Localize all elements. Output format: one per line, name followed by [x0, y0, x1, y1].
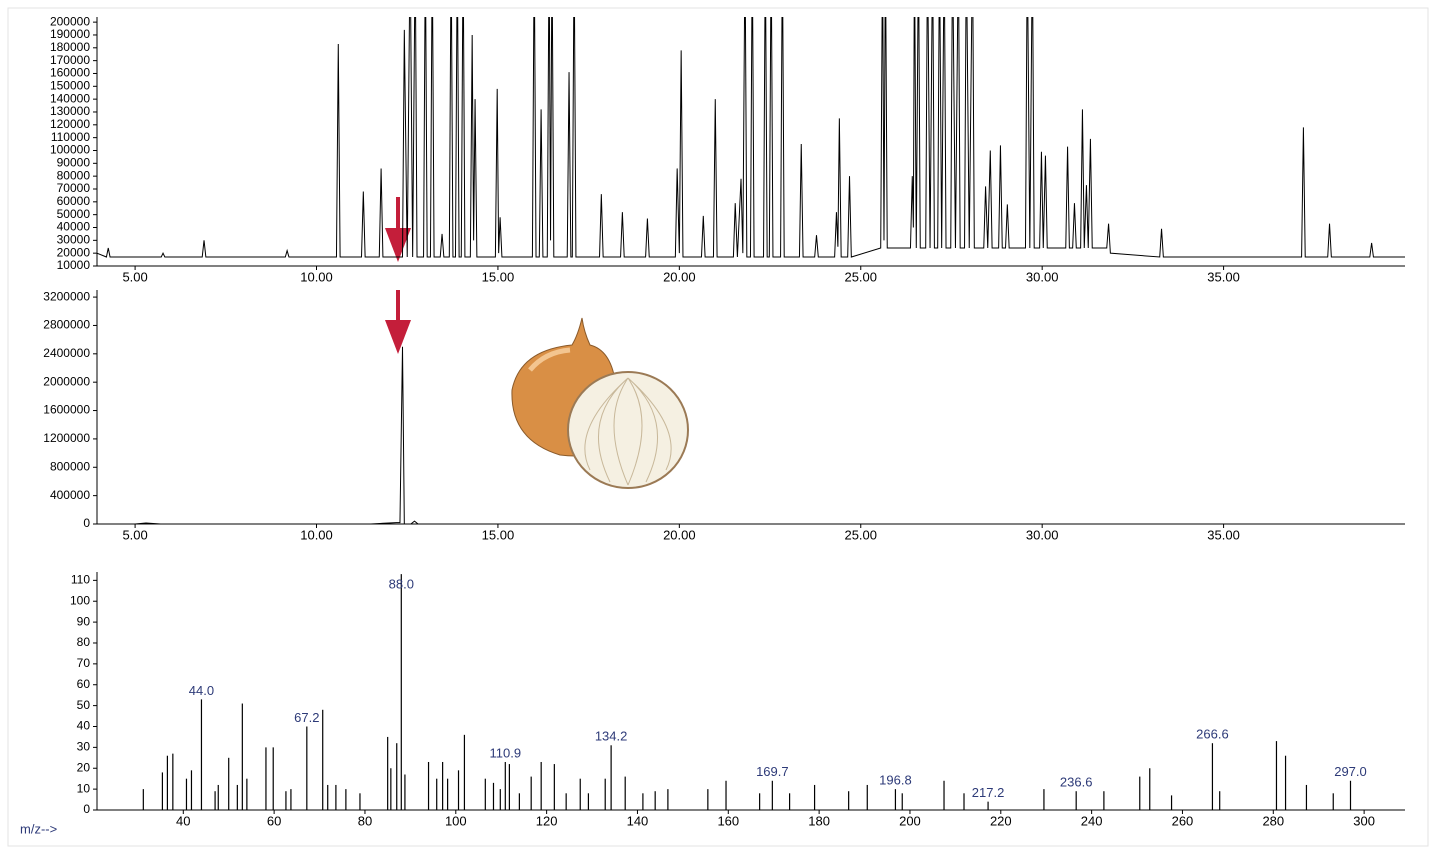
y-tick-label: 50000 [57, 207, 91, 221]
y-tick-label: 0 [83, 802, 90, 816]
y-tick-label: 0 [83, 516, 90, 530]
x-tick-label: 30.00 [1026, 269, 1059, 284]
onion-illustration [508, 317, 690, 492]
x-tick-label: 200 [899, 813, 921, 828]
y-tick-label: 20 [77, 760, 91, 774]
y-tick-label: 150000 [50, 78, 90, 92]
x-tick-label: 80 [358, 813, 372, 828]
x-tick-label: 60 [267, 813, 281, 828]
peak-label: 134.2 [595, 729, 628, 744]
arrow-shaft [396, 290, 400, 321]
y-tick-label: 60000 [57, 194, 91, 208]
y-tick-label: 70 [77, 656, 91, 670]
y-tick-label: 140000 [50, 91, 90, 105]
y-tick-label: 10000 [57, 258, 91, 272]
y-tick-label: 30000 [57, 233, 91, 247]
peak-label: 110.9 [490, 745, 522, 760]
y-tick-label: 10 [77, 781, 91, 795]
x-tick-label: 140 [627, 813, 649, 828]
y-tick-label: 70000 [57, 181, 91, 195]
y-tick-label: 1200000 [43, 431, 90, 445]
x-tick-label: 5.00 [122, 527, 147, 542]
peak-label: 236.6 [1060, 775, 1093, 790]
page: {"chart_data": [ {"type": "line", "color… [0, 0, 1435, 849]
y-tick-label: 3200000 [43, 289, 90, 303]
y-tick-label: 800000 [50, 459, 90, 473]
y-tick-label: 100000 [50, 143, 90, 157]
peak-label: 44.0 [189, 683, 214, 698]
y-tick-label: 1600000 [43, 403, 90, 417]
y-tick-label: 130000 [50, 104, 90, 118]
onion-cut [568, 372, 688, 488]
x-tick-label: 100 [445, 813, 467, 828]
x-tick-label: 35.00 [1207, 527, 1240, 542]
x-tick-label: 280 [1262, 813, 1284, 828]
y-tick-label: 110 [71, 573, 90, 587]
y-tick-label: 170000 [50, 53, 90, 67]
y-tick-label: 2000000 [43, 374, 90, 388]
x-tick-label: 20.00 [663, 527, 696, 542]
peak-label: 88.0 [389, 576, 414, 591]
y-tick-label: 80000 [57, 168, 91, 182]
y-tick-label: 80 [77, 635, 91, 649]
chart: 1000020000300004000050000600007000080000… [0, 0, 1435, 849]
x-tick-label: 15.00 [482, 269, 515, 284]
y-tick-label: 120000 [50, 117, 90, 131]
x-tick-label: 220 [990, 813, 1012, 828]
y-tick-label: 2800000 [43, 318, 90, 332]
x-tick-label: 25.00 [844, 527, 877, 542]
peak-label: 196.8 [879, 773, 912, 788]
peak-label: 297.0 [1334, 764, 1367, 779]
x-tick-label: 10.00 [300, 269, 333, 284]
peak-label: 217.2 [972, 785, 1005, 800]
x-tick-label: 300 [1353, 813, 1375, 828]
x-tick-label: 180 [808, 813, 830, 828]
x-tick-label: 40 [176, 813, 190, 828]
y-tick-label: 180000 [50, 40, 90, 54]
y-tick-label: 20000 [57, 245, 91, 259]
arrow-shaft [396, 197, 400, 229]
x-tick-label: 10.00 [300, 527, 333, 542]
peak-label: 266.6 [1196, 727, 1229, 742]
x-tick-label: 25.00 [844, 269, 877, 284]
y-tick-label: 90000 [57, 155, 91, 169]
y-tick-label: 190000 [50, 27, 90, 41]
x-tick-label: 30.00 [1026, 527, 1059, 542]
x-tick-label: 240 [1081, 813, 1103, 828]
x-tick-label: 120 [536, 813, 558, 828]
frame [8, 8, 1428, 846]
y-tick-label: 60 [77, 677, 91, 691]
x-tick-label: 5.00 [122, 269, 147, 284]
y-tick-label: 160000 [50, 66, 90, 80]
y-tick-label: 30 [77, 740, 91, 754]
y-tick-label: 110000 [51, 130, 90, 144]
y-tick-label: 90 [77, 614, 91, 628]
y-tick-label: 100 [70, 593, 90, 607]
peak-label: 67.2 [294, 710, 319, 725]
y-tick-label: 200000 [50, 14, 90, 28]
y-tick-label: 400000 [50, 488, 90, 502]
x-tick-label: 35.00 [1207, 269, 1240, 284]
y-tick-label: 40000 [57, 220, 91, 234]
x-tick-label: 160 [717, 813, 739, 828]
x-tick-label: 260 [1172, 813, 1194, 828]
x-axis-label: m/z--> [20, 821, 57, 836]
peak-label: 169.7 [756, 764, 789, 779]
y-tick-label: 50 [77, 698, 91, 712]
x-tick-label: 15.00 [482, 527, 515, 542]
y-tick-label: 2400000 [43, 346, 90, 360]
x-tick-label: 20.00 [663, 269, 696, 284]
y-tick-label: 40 [77, 719, 91, 733]
